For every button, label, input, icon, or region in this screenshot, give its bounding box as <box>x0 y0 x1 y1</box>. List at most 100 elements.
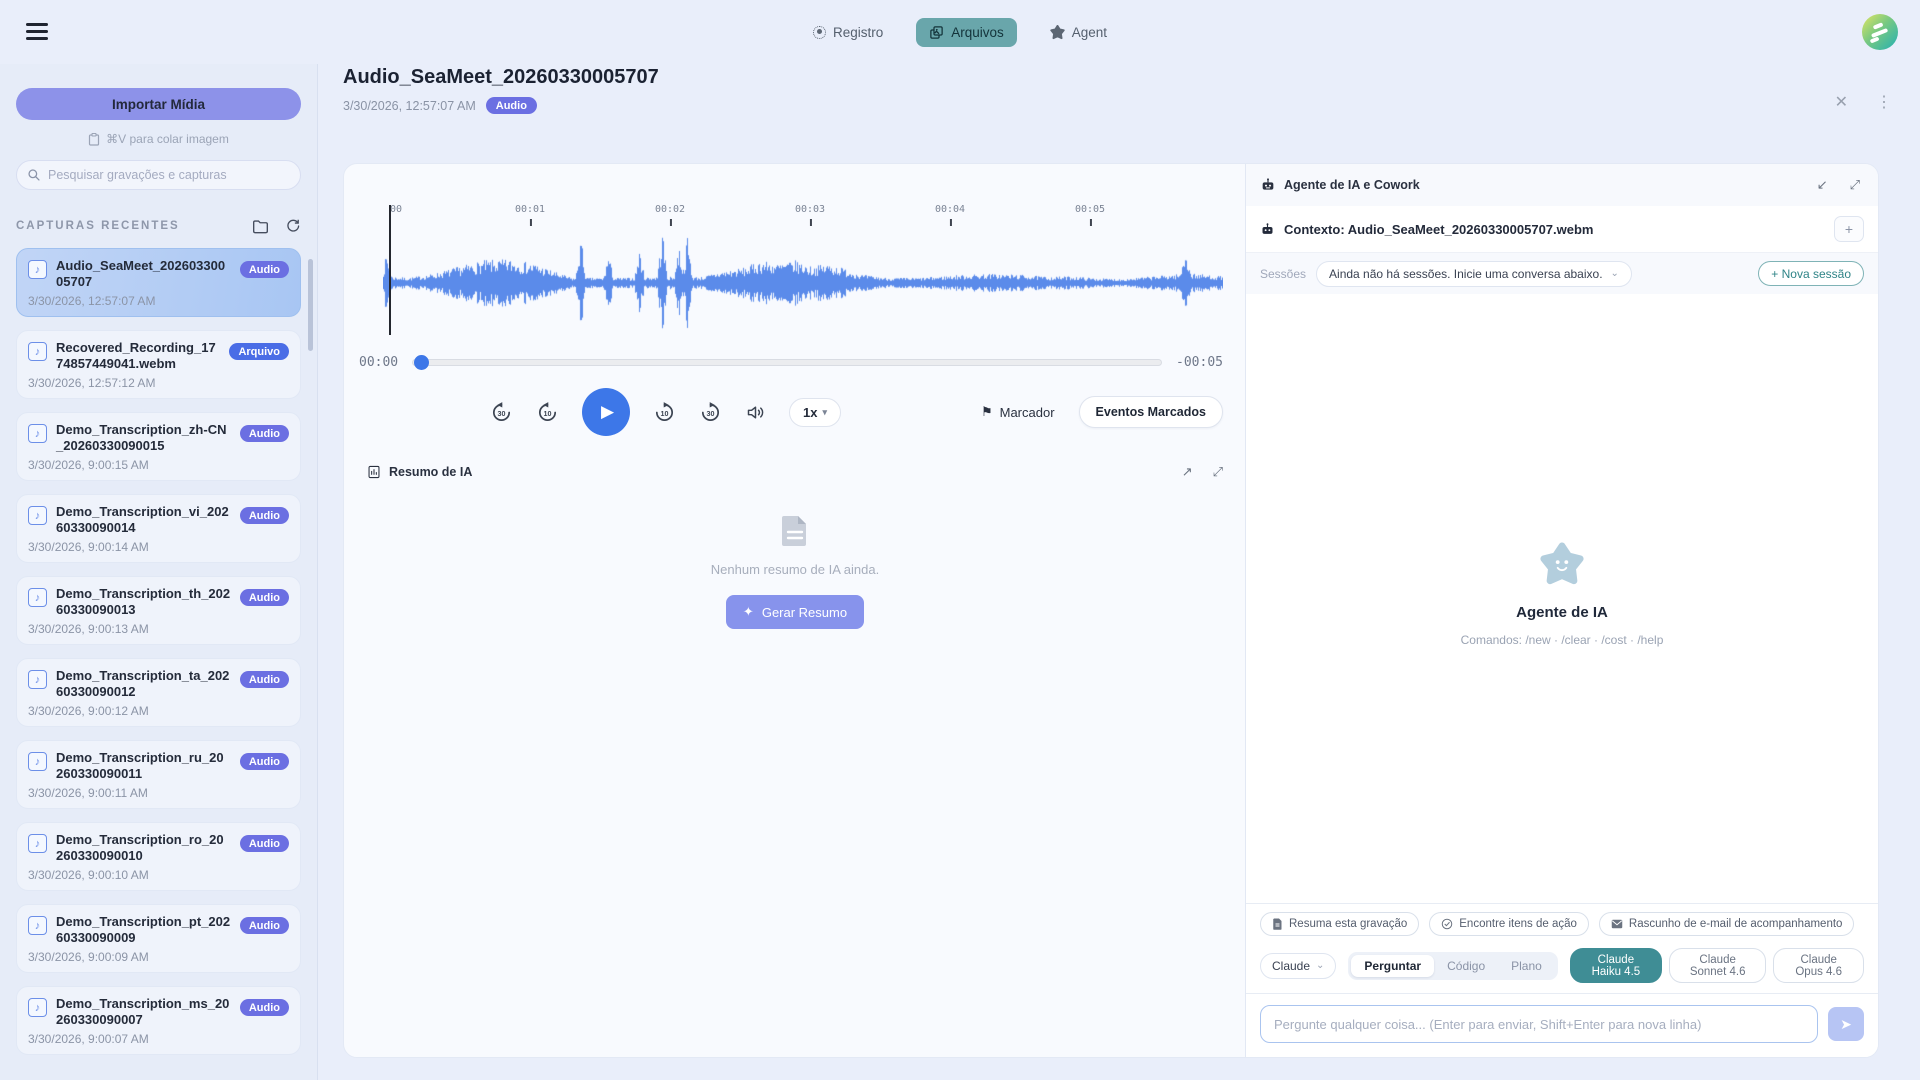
page-title: Audio_SeaMeet_20260330005707 <box>343 66 659 88</box>
recording-date: 3/30/2026, 9:00:15 AM <box>28 458 149 472</box>
audio-file-icon: ♪ <box>28 670 47 689</box>
tab-registro[interactable]: Registro <box>800 18 896 47</box>
clipboard-icon <box>88 132 100 146</box>
new-session-button[interactable]: + Nova sessão <box>1758 261 1864 286</box>
mode-plano[interactable]: Plano <box>1511 958 1542 973</box>
expand-icon[interactable]: ⤢ <box>1849 177 1860 192</box>
list-item[interactable]: ♪ Demo_Transcription_pt_20260330090009 A… <box>16 904 301 973</box>
skip-back-10-button[interactable]: 10 <box>536 401 559 424</box>
recording-date: 3/30/2026, 12:57:07 AM <box>28 294 156 308</box>
type-badge: Audio <box>239 261 289 278</box>
sessions-label: Sessões <box>1260 266 1307 281</box>
model-claude-haiku[interactable]: Claude Haiku 4.5 <box>1569 948 1662 983</box>
chat-input[interactable] <box>1260 1005 1818 1043</box>
tab-arquivos[interactable]: Arquivos <box>916 17 1017 47</box>
list-item[interactable]: ♪ Demo_Transcription_ru_20260330090011 A… <box>16 740 301 809</box>
list-item[interactable]: ♪ Recovered_Recording_1774857449041.webm… <box>16 330 301 399</box>
send-button[interactable]: ➤ <box>1828 1007 1864 1041</box>
audio-file-icon: ♪ <box>28 916 47 935</box>
recordings-list: ♪ Audio_SeaMeet_20260330005707 Audio 3/3… <box>16 248 301 1055</box>
tab-label: Registro <box>832 24 884 40</box>
recording-date: 3/30/2026, 9:00:13 AM <box>28 622 149 636</box>
list-item[interactable]: ♪ Demo_Transcription_ms_20260330090007 A… <box>16 986 301 1055</box>
playhead-cursor[interactable] <box>389 205 391 335</box>
skip-forward-30-button[interactable]: 30 <box>699 401 722 424</box>
summary-doc-icon <box>367 465 381 479</box>
suggestion-action-items[interactable]: Encontre itens de ação <box>1429 912 1589 936</box>
suggestion-chips: Resuma esta gravação Encontre itens de a… <box>1246 903 1878 944</box>
close-icon[interactable]: ✕ <box>1834 94 1848 111</box>
list-item[interactable]: ♪ Demo_Transcription_vi_20260330090014 A… <box>16 494 301 563</box>
seek-row: 00:00 -00:05 <box>359 355 1223 370</box>
recording-date: 3/30/2026, 9:00:07 AM <box>28 1032 149 1046</box>
agent-star-icon <box>1050 24 1065 40</box>
generate-summary-button[interactable]: ✦ Gerar Resumo <box>725 595 865 629</box>
list-item[interactable]: ♪ Demo_Transcription_zh-CN_2026033009001… <box>16 412 301 481</box>
seek-slider[interactable] <box>412 355 1163 370</box>
menu-icon[interactable] <box>26 23 48 41</box>
remaining-time: -00:05 <box>1176 355 1223 370</box>
kebab-menu-icon[interactable]: ⋮ <box>1876 94 1892 111</box>
suggestion-summarize[interactable]: Resuma esta gravação <box>1260 912 1420 936</box>
section-title: CAPTURAS RECENTES <box>16 220 180 232</box>
audio-file-icon: ♪ <box>28 506 47 525</box>
context-bar: Contexto: Audio_SeaMeet_20260330005707.w… <box>1246 206 1878 253</box>
folder-icon[interactable] <box>252 219 269 234</box>
sessions-dropdown[interactable]: Ainda não há sessões. Inicie uma convers… <box>1316 260 1632 287</box>
expand-icon[interactable]: ⤢ <box>1212 464 1223 479</box>
provider-dropdown[interactable]: Claude ⌄ <box>1260 952 1337 979</box>
open-external-icon[interactable]: ↗ <box>1181 464 1193 479</box>
recording-name: Demo_Transcription_ru_20260330090011 <box>56 750 224 781</box>
collapse-icon[interactable]: ↙ <box>1816 177 1828 192</box>
model-claude-opus[interactable]: Claude Opus 4.6 <box>1773 948 1864 983</box>
ai-summary-section: Resumo de IA ↗ ⤢ Nenhum resumo de IA ain… <box>344 464 1245 629</box>
player-card: 00 00:01 00:02 00:03 00:04 00:05 00:00 -… <box>343 163 1879 1058</box>
volume-icon[interactable] <box>745 402 766 423</box>
skip-forward-10-button[interactable]: 10 <box>653 401 676 424</box>
empty-document-icon <box>780 514 810 548</box>
agent-commands: Comandos: /new · /clear · /cost · /help <box>1460 633 1664 647</box>
add-context-button[interactable]: + <box>1834 216 1864 242</box>
type-badge: Audio <box>239 999 289 1016</box>
list-item[interactable]: ♪ Demo_Transcription_ro_20260330090010 A… <box>16 822 301 891</box>
search-input[interactable] <box>48 168 290 182</box>
play-button[interactable]: ▶ <box>582 388 630 436</box>
suggestion-email-draft[interactable]: Rascunho de e-mail de acompanhamento <box>1598 912 1855 936</box>
mode-codigo[interactable]: Código <box>1447 958 1486 973</box>
refresh-icon[interactable] <box>285 218 301 234</box>
skip-back-30-button[interactable]: 30 <box>490 401 513 424</box>
recording-datetime: 3/30/2026, 12:57:07 AM <box>343 98 476 113</box>
seek-thumb[interactable] <box>414 355 430 370</box>
sidebar-scrollbar[interactable] <box>308 259 313 351</box>
top-bar: Registro Arquivos Agent <box>0 0 1920 64</box>
waveform[interactable] <box>383 227 1223 339</box>
type-badge: Arquivo <box>229 343 289 360</box>
playback-speed-button[interactable]: 1x ▾ <box>789 397 841 427</box>
sessions-row: Sessões Ainda não há sessões. Inicie uma… <box>1246 253 1878 294</box>
tab-label: Arquivos <box>951 24 1004 40</box>
list-item[interactable]: ♪ Demo_Transcription_ta_20260330090012 A… <box>16 658 301 727</box>
recording-name: Demo_Transcription_ms_20260330090007 <box>56 996 230 1027</box>
list-item[interactable]: ♪ Audio_SeaMeet_20260330005707 Audio 3/3… <box>16 248 301 317</box>
marked-events-button[interactable]: Eventos Marcados <box>1078 396 1223 428</box>
recording-name: Demo_Transcription_zh-CN_20260330090015 <box>56 422 227 453</box>
marker-button[interactable]: ⚑ Marcador <box>980 404 1055 420</box>
agent-panel: Agente de IA e Cowork ↙ ⤢ Contexto: Audi… <box>1245 164 1878 1057</box>
mode-perguntar[interactable]: Perguntar <box>1351 954 1435 977</box>
time-ruler: 00 00:01 00:02 00:03 00:04 00:05 <box>390 204 1106 226</box>
app-logo[interactable] <box>1862 14 1898 50</box>
list-item[interactable]: ♪ Demo_Transcription_th_20260330090013 A… <box>16 576 301 645</box>
check-circle-icon <box>1441 918 1453 930</box>
tab-agent[interactable]: Agent <box>1037 18 1120 47</box>
import-media-button[interactable]: Importar Mídia <box>16 88 301 120</box>
summary-title: Resumo de IA <box>389 465 473 479</box>
current-time: 00:00 <box>359 355 399 370</box>
chevron-down-icon: ⌄ <box>1610 268 1619 279</box>
flag-icon: ⚑ <box>980 404 993 419</box>
recording-date: 3/30/2026, 9:00:12 AM <box>28 704 149 718</box>
sidebar: Importar Mídia ⌘V para colar imagem CAPT… <box>0 64 318 1080</box>
mail-icon <box>1611 919 1623 929</box>
model-claude-sonnet[interactable]: Claude Sonnet 4.6 <box>1668 948 1767 983</box>
agent-panel-title: Agente de IA e Cowork <box>1284 178 1420 192</box>
chat-area: Agente de IA Comandos: /new · /clear · /… <box>1246 294 1878 903</box>
